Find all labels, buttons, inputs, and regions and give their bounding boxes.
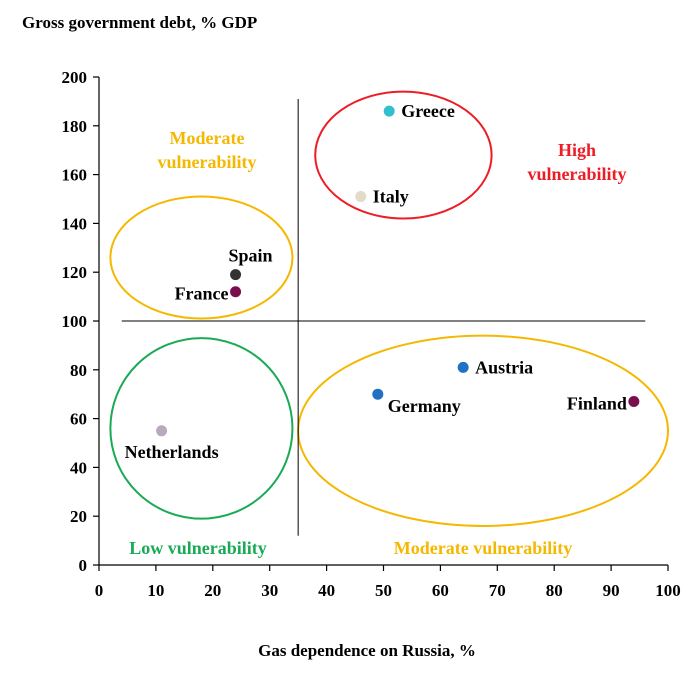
data-point — [457, 361, 469, 373]
x-tick-label: 90 — [603, 581, 620, 600]
region-ellipse — [109, 195, 294, 320]
x-tick-label: 30 — [261, 581, 278, 600]
region-label-line: Low vulnerability — [129, 538, 267, 558]
region-label: Low vulnerability — [129, 538, 267, 558]
data-point-label: Spain — [229, 246, 273, 266]
y-tick-label: 160 — [62, 166, 88, 185]
region-label: Moderate vulnerability — [394, 538, 572, 558]
y-tick-label: 40 — [70, 458, 87, 477]
x-tick-label: 60 — [432, 581, 449, 600]
region-ellipse — [314, 90, 493, 220]
quadrant-dividers — [121, 98, 646, 536]
region-label-line: High — [558, 140, 596, 160]
x-tick-label: 10 — [147, 581, 164, 600]
x-tick-label: 100 — [655, 581, 681, 600]
data-point — [230, 286, 242, 298]
data-point — [372, 388, 384, 400]
chart-title: Gross government debt, % GDP — [22, 13, 257, 32]
axis-ticks: 0 20 40 60 80 100 120 140 160 180 200 0 10 20 30 40 50 60… — [62, 68, 681, 600]
data-point-label: Finland — [567, 394, 627, 414]
x-tick-label: 40 — [318, 581, 335, 600]
x-tick-label: 0 — [95, 581, 104, 600]
data-point-label: Netherlands — [125, 442, 219, 462]
region-ellipse — [109, 337, 294, 520]
data-point — [156, 425, 168, 437]
y-tick-label: 0 — [79, 556, 88, 575]
x-tick-label: 70 — [489, 581, 506, 600]
data-point-label: Italy — [373, 187, 409, 207]
y-tick-label: 120 — [62, 263, 88, 282]
data-point-label: Greece — [401, 101, 455, 121]
region-label: Moderate vulnerability — [157, 128, 256, 172]
region-label-line: Moderate vulnerability — [394, 538, 572, 558]
y-tick-label: 180 — [62, 117, 88, 136]
data-point-label: France — [175, 284, 229, 304]
region-label-line: Moderate — [170, 128, 245, 148]
x-tick-label: 80 — [546, 581, 563, 600]
x-tick-label: 50 — [375, 581, 392, 600]
x-axis-label: Gas dependence on Russia, % — [258, 641, 476, 660]
data-point — [230, 269, 242, 281]
region-labels: Moderate vulnerability High vulnerability Lo… — [129, 128, 626, 558]
y-tick-label: 80 — [70, 361, 87, 380]
data-point — [383, 105, 395, 117]
region-label: High vulnerability — [527, 140, 626, 184]
data-point — [355, 191, 367, 203]
y-tick-label: 60 — [70, 410, 87, 429]
y-tick-label: 200 — [62, 68, 88, 87]
y-tick-label: 100 — [62, 312, 88, 331]
region-label-line: vulnerability — [527, 164, 626, 184]
y-tick-label: 20 — [70, 507, 87, 526]
data-point — [628, 396, 640, 408]
x-tick-label: 20 — [204, 581, 221, 600]
region-label-line: vulnerability — [157, 152, 256, 172]
data-point-label: Germany — [388, 396, 461, 416]
data-point-label: Austria — [475, 357, 533, 377]
y-tick-label: 140 — [62, 214, 88, 233]
